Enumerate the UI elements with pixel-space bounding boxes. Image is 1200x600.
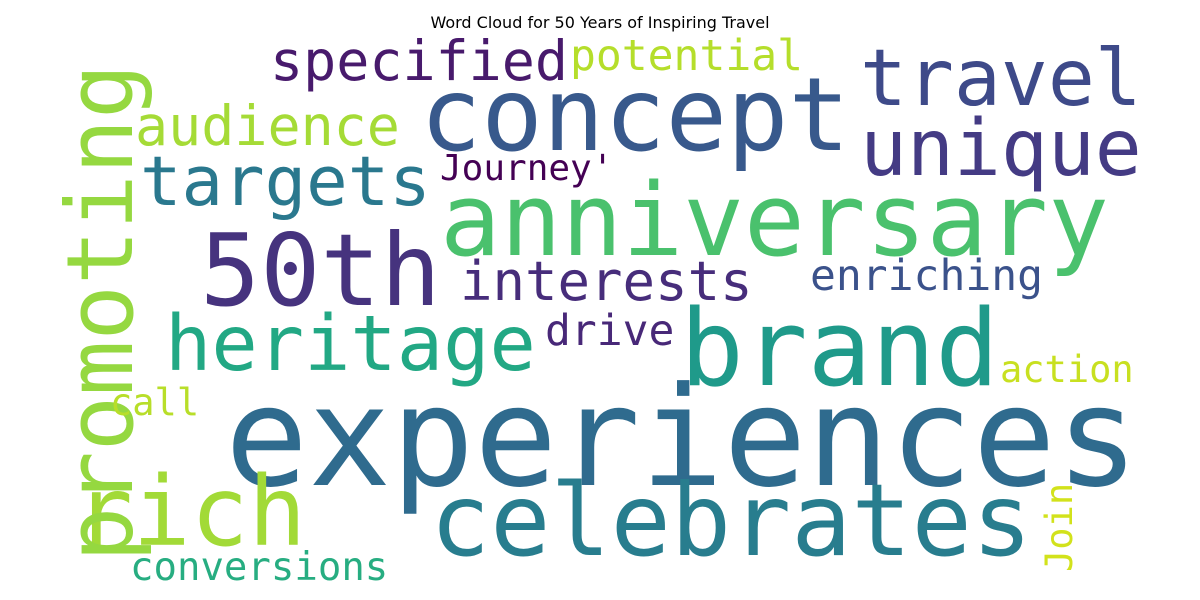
word: experiences: [225, 357, 1139, 518]
word: heritage: [165, 300, 536, 389]
word: targets: [140, 142, 431, 222]
word: specified: [270, 29, 568, 93]
word: 50th: [200, 212, 441, 329]
word: promoting: [47, 64, 154, 563]
word: action: [1000, 348, 1134, 391]
word: potential: [570, 31, 803, 81]
word: anniversary: [440, 161, 1109, 279]
word: Join: [1038, 483, 1081, 572]
word: call: [110, 381, 199, 424]
word: conversions: [130, 545, 388, 590]
chart-title: Word Cloud for 50 Years of Inspiring Tra…: [430, 13, 769, 32]
word: enriching: [810, 251, 1043, 301]
word: drive: [545, 306, 674, 356]
word: Journey': [440, 148, 613, 189]
word: interests: [460, 250, 753, 313]
word: concept: [420, 56, 850, 175]
word: audience: [135, 94, 400, 158]
word: rich: [75, 456, 306, 568]
word: brand: [680, 287, 999, 410]
word: travel: [860, 34, 1142, 124]
word: celebrates: [430, 462, 1032, 579]
word: unique: [860, 104, 1142, 194]
